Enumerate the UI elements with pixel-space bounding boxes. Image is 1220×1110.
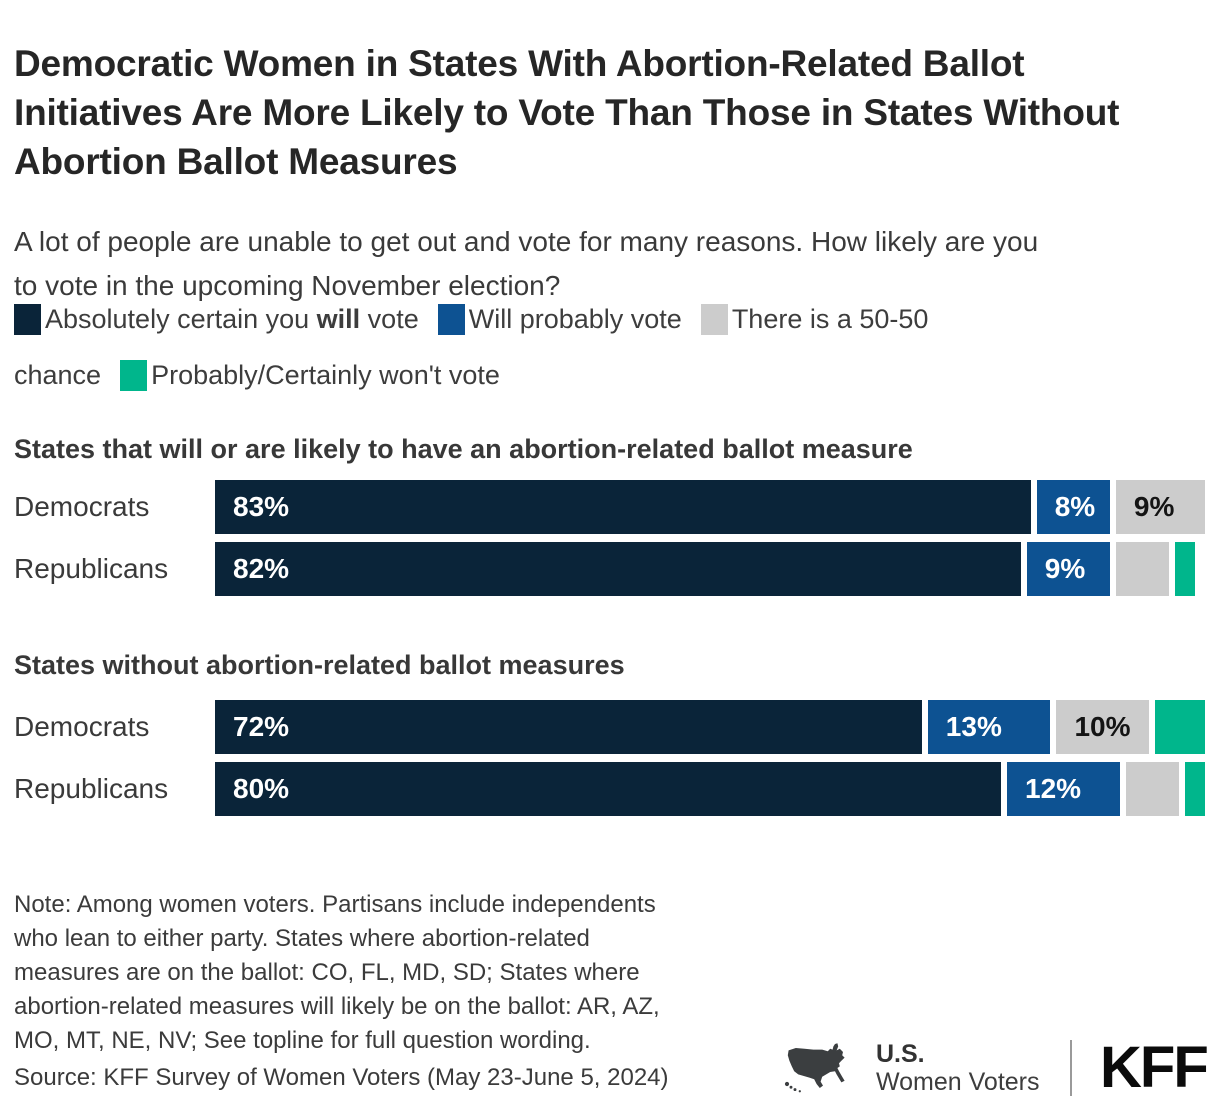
legend-label-wont: Probably/Certainly won't vote	[151, 360, 500, 390]
legend-label-certain: Absolutely certain you will vote	[45, 304, 419, 334]
bar-value-label: 9%	[1044, 553, 1086, 584]
bar-segment-probably: 12%	[1007, 762, 1120, 816]
bar-segment-certain: 83%	[215, 480, 1031, 534]
bar-segment-certain: 80%	[215, 762, 1001, 816]
brand-top-label: U.S.	[876, 1040, 925, 1068]
source-text: Source: KFF Survey of Women Voters (May …	[14, 1064, 669, 1091]
bar-segment-wont	[1155, 700, 1205, 754]
bar-value-label: 12%	[1025, 773, 1082, 804]
bar-value-label: 82%	[233, 553, 290, 584]
chart-subtitle: A lot of people are unable to get out an…	[14, 226, 1039, 301]
bar-row-democrats-2: 72% 13% 10%	[215, 700, 1205, 754]
note-text: Note: Among women voters. Partisans incl…	[14, 891, 660, 1054]
legend-item-chance: There is a 50-50	[700, 304, 929, 335]
bar-row-republicans-1: 82% 9%	[215, 542, 1196, 596]
legend-item-wont: Probably/Certainly won't vote	[120, 360, 500, 391]
bar-segment-chance: 10%	[1056, 700, 1150, 754]
chart-title: Democratic Women in States With Abortion…	[14, 42, 1120, 182]
legend-item-probably: Will probably vote	[437, 304, 682, 335]
bar-value-label: 13%	[945, 711, 1002, 742]
legend-label-chance-part1: There is a 50-50	[731, 304, 929, 334]
legend-swatch-certain-icon	[14, 304, 41, 335]
row-label-democrats-1: Democrats	[14, 491, 150, 522]
legend-swatch-wont-icon	[120, 360, 148, 391]
bar-segment-chance	[1115, 542, 1170, 596]
brand-bottom-label: Women Voters	[876, 1068, 1040, 1096]
bar-segment-probably: 9%	[1026, 542, 1110, 596]
legend-label-probably: Will probably vote	[468, 304, 682, 334]
bar-segment-probably: 8%	[1036, 480, 1110, 534]
bar-value-label: 83%	[233, 491, 290, 522]
row-label-republicans-2: Republicans	[14, 773, 169, 804]
bar-segment-chance: 9%	[1115, 480, 1205, 534]
bar-value-label: 72%	[233, 711, 290, 742]
bar-segment-certain: 82%	[215, 542, 1021, 596]
legend-label-chance-part2: chance	[14, 360, 102, 390]
bar-segment-probably: 13%	[927, 700, 1051, 754]
bar-value-label: 9%	[1133, 491, 1175, 522]
bar-segment-wont	[1185, 762, 1205, 816]
legend-swatch-chance-icon	[700, 304, 728, 335]
us-map-icon	[784, 1043, 845, 1093]
legend-swatch-probably-icon	[437, 304, 465, 335]
section-heading-ballot-states: States that will or are likely to have a…	[14, 434, 913, 464]
bar-segment-chance	[1125, 762, 1180, 816]
footer-divider	[1070, 1040, 1072, 1096]
row-label-republicans-1: Republicans	[14, 553, 169, 584]
bar-segment-wont	[1175, 542, 1196, 596]
bar-value-label: 10%	[1074, 711, 1131, 742]
bar-value-label: 8%	[1054, 491, 1096, 522]
bar-row-democrats-1: 83% 8% 9%	[215, 480, 1205, 534]
bar-segment-certain: 72%	[215, 700, 922, 754]
legend-line-1: Absolutely certain you will vote Will pr…	[14, 304, 928, 335]
row-label-democrats-2: Democrats	[14, 711, 150, 742]
section-heading-no-ballot-states: States without abortion-related ballot m…	[14, 650, 625, 680]
legend-line-2: chance Probably/Certainly won't vote	[14, 360, 500, 391]
kff-logo: KFF	[1100, 1035, 1209, 1100]
legend-item-certain: Absolutely certain you will vote	[14, 304, 419, 335]
bar-value-label: 80%	[233, 773, 290, 804]
bar-row-republicans-2: 80% 12%	[215, 762, 1205, 816]
